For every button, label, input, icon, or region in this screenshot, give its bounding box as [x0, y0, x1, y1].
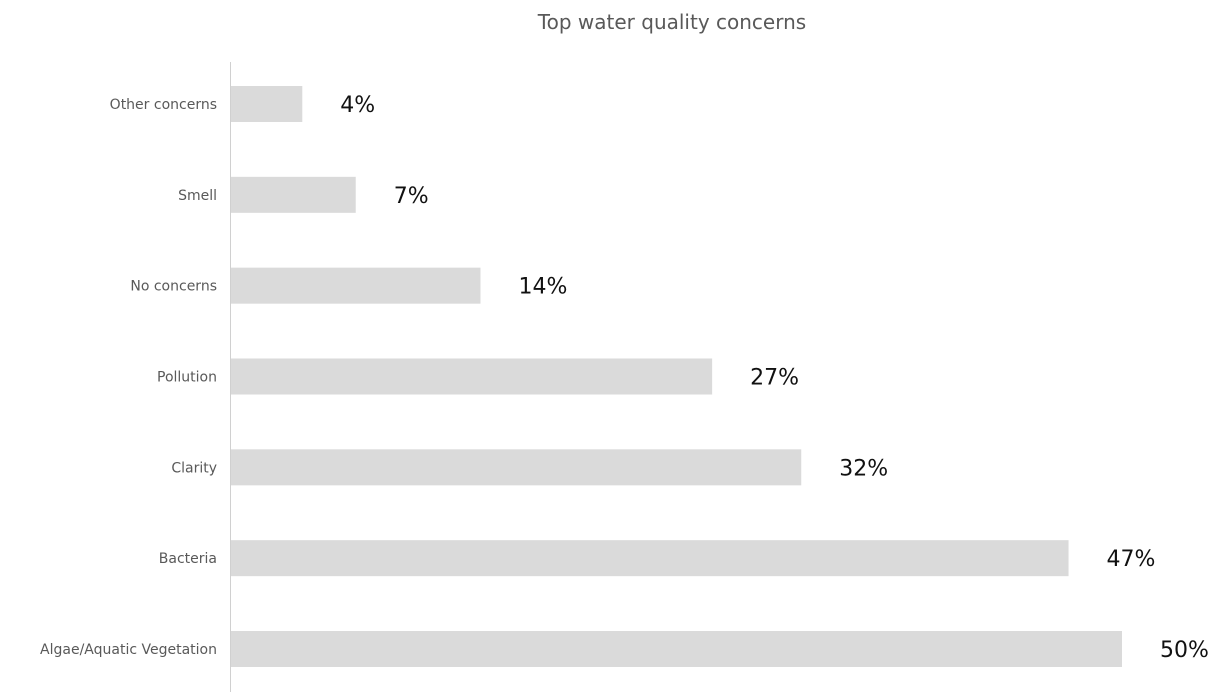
bars-group — [231, 86, 1122, 667]
data-label: 7% — [394, 184, 429, 209]
data-label: 32% — [839, 456, 888, 481]
data-label: 50% — [1160, 638, 1209, 663]
data-label: 4% — [340, 93, 375, 118]
data-label: 47% — [1107, 547, 1156, 572]
bar — [231, 358, 713, 395]
data-label: 27% — [750, 366, 799, 391]
bar — [231, 86, 303, 122]
category-label: Pollution — [157, 370, 217, 386]
category-label: Algae/Aquatic Vegetation — [40, 642, 217, 658]
category-label: Other concerns — [110, 97, 217, 113]
category-labels-group: Other concerns Smell No concerns Pollution C… — [40, 97, 217, 658]
category-label: No concerns — [130, 279, 217, 295]
bar — [231, 267, 481, 304]
category-label: Smell — [178, 188, 217, 204]
bar — [231, 540, 1069, 577]
data-label: 14% — [518, 275, 567, 300]
bar — [231, 631, 1122, 667]
bar — [231, 176, 356, 213]
bar — [231, 449, 802, 486]
category-label: Bacteria — [159, 551, 217, 567]
value-labels-group: 4% 7% 14% 27% 32% 47% 50% — [340, 93, 1209, 663]
chart-title: Top water quality concerns — [537, 10, 806, 34]
category-label: Clarity — [171, 460, 217, 476]
